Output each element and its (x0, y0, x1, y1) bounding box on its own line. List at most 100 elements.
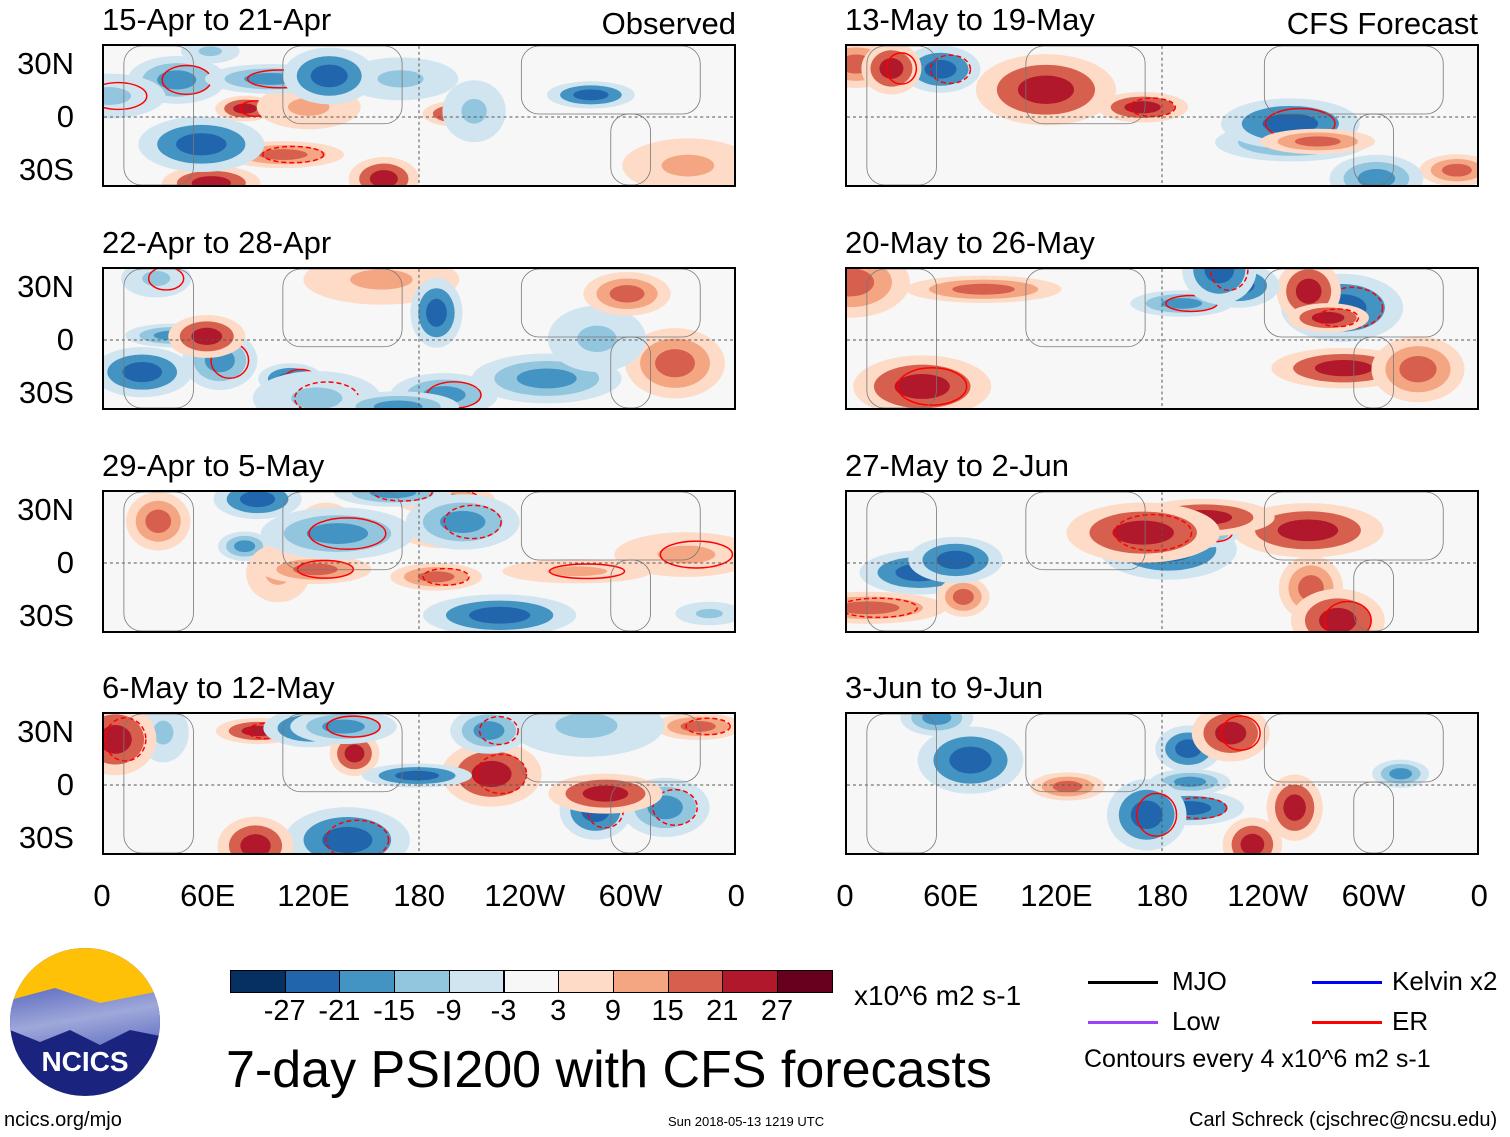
er-contour (896, 367, 968, 406)
colorbar-swatch (230, 970, 286, 993)
colorbar-swatch (722, 970, 778, 993)
anomaly-shading (1262, 113, 1319, 134)
lat-label: 0 (56, 545, 74, 580)
colorbar-swatch (777, 970, 833, 993)
anomaly-shading (377, 70, 424, 88)
lon-label: 120W (1227, 878, 1309, 913)
coastline (1263, 492, 1444, 561)
lat-label: 30N (17, 492, 74, 527)
er-contour (262, 145, 325, 164)
anomaly-shading (310, 64, 348, 88)
anomaly-shading (145, 509, 172, 533)
panel-title: 15-Apr to 21-Apr (102, 2, 332, 37)
lon-label: 60E (923, 878, 979, 913)
lon-label: 120E (1020, 878, 1093, 913)
er-contour (652, 788, 699, 826)
lat-label: 30S (18, 598, 74, 633)
anomaly-shading (233, 103, 257, 114)
anomaly-shading (240, 834, 271, 853)
anomaly-shading (1130, 800, 1163, 830)
colorbar-swatch (339, 970, 396, 993)
colorbar-swatch (667, 970, 724, 993)
anomaly-shading (471, 760, 512, 788)
coastline (123, 492, 194, 631)
legend-low: Low (1172, 1006, 1220, 1036)
coastline (123, 714, 194, 853)
coastline (610, 781, 651, 853)
anomaly-shading (233, 540, 256, 553)
coastline (610, 336, 651, 408)
anomaly-shading (847, 601, 900, 615)
coastline (123, 269, 194, 408)
observed-label: Observed (601, 6, 736, 41)
coastline (282, 714, 403, 793)
anomaly-shading (1399, 356, 1437, 383)
footer-author: Carl Schreck (cjschrec@ncsu.edu) (1189, 1109, 1498, 1131)
anomaly-shading (1112, 520, 1174, 545)
anomaly-shading (879, 58, 904, 79)
figure-title: 7-day PSI200 with CFS forecasts (226, 1041, 992, 1099)
anomaly-shading (344, 744, 365, 763)
contour-note: Contours every 4 x10^6 m2 s-1 (1084, 1045, 1431, 1073)
anomaly-shading (582, 785, 629, 802)
panel-title: 29-Apr to 5-May (102, 448, 325, 483)
er-contour (1114, 513, 1193, 552)
anomaly-shading (573, 89, 609, 101)
anomaly-shading (104, 725, 132, 754)
anomaly-shading (373, 400, 423, 408)
colorbar-swatch (612, 970, 669, 993)
anomaly-shading (1311, 311, 1345, 324)
er-contour (443, 504, 502, 540)
colorbar-label: -9 (435, 995, 462, 1027)
colorbar-label: -21 (318, 995, 361, 1027)
colorbar-swatch (503, 970, 560, 993)
coastline (1353, 113, 1394, 185)
anomaly-shading (555, 714, 618, 739)
map-panel (102, 490, 736, 633)
anomaly-shading (142, 270, 171, 287)
anomaly-shading (176, 133, 227, 156)
colorbar-label: 27 (760, 995, 794, 1027)
lon-label: 0 (93, 878, 111, 913)
map-panel (845, 712, 1479, 855)
anomaly-shading (293, 563, 338, 576)
anomaly-shading (952, 283, 1015, 295)
lon-label: 0 (1470, 878, 1488, 913)
lat-label: 30N (17, 269, 74, 304)
coastline (1025, 269, 1146, 348)
coastline (1353, 336, 1394, 408)
anomaly-shading (426, 298, 447, 327)
coastline (520, 492, 701, 561)
footer-url[interactable]: ncics.org/mjo (4, 1109, 122, 1131)
anomaly-shading (922, 714, 952, 725)
colorbar-label: -27 (263, 995, 306, 1027)
anomaly-shading (306, 523, 369, 544)
forecast-label: CFS Forecast (1286, 6, 1478, 41)
coastline (1353, 781, 1394, 853)
coastline (1025, 46, 1146, 125)
coastline (123, 46, 194, 185)
anomaly-shading (1319, 607, 1357, 631)
anomaly-shading (239, 492, 276, 508)
anomaly-shading (439, 510, 486, 534)
anomaly-shading (473, 721, 505, 740)
anomaly-shading (1173, 776, 1207, 787)
coastline (866, 492, 937, 631)
er-contour (325, 819, 390, 853)
coastline (520, 714, 701, 783)
coastline (866, 714, 937, 853)
anomaly-shading (924, 59, 957, 79)
lat-label: 0 (56, 99, 74, 134)
legend-er-line (1312, 1021, 1382, 1024)
logo-text: NCICS (41, 1046, 129, 1077)
coastline (1263, 46, 1444, 115)
er-contour (685, 717, 731, 736)
anomaly-shading (661, 154, 715, 177)
anomaly-shading (655, 349, 695, 378)
er-contour (885, 52, 918, 85)
er-contour (548, 563, 626, 580)
anomaly-shading (657, 545, 716, 564)
lon-label: 60W (598, 878, 663, 913)
anomaly-shading (198, 46, 222, 57)
anomaly-shading (609, 285, 645, 303)
